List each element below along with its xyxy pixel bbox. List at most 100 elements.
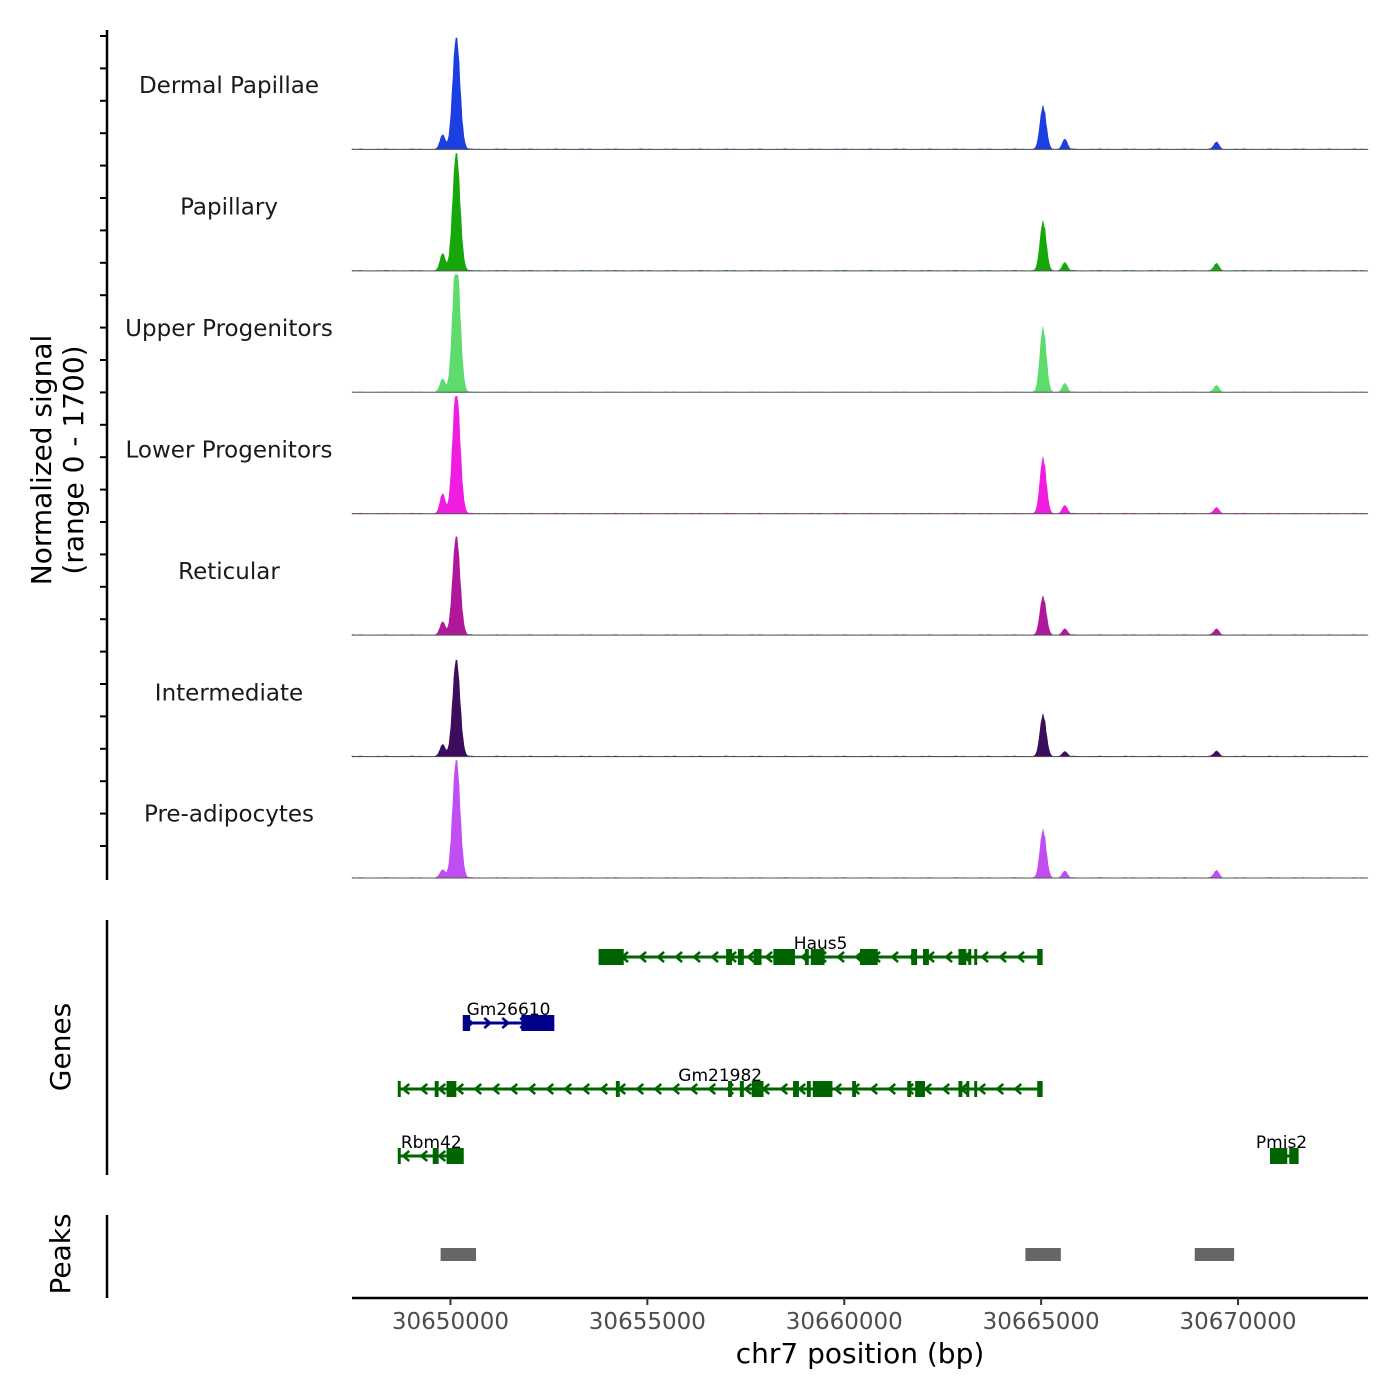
gene-track: Haus5 Gm26610 Gm21982 Rbm42 Pmis2	[397, 934, 1307, 1164]
track-label: Lower Progenitors	[126, 437, 333, 463]
gene-exon	[852, 1081, 857, 1097]
gene-exon	[600, 949, 624, 965]
strand-arrow	[869, 1083, 879, 1095]
strand-arrow	[998, 951, 1007, 963]
gene-exon	[753, 949, 762, 965]
strand-arrow	[491, 1083, 501, 1095]
gene-exon	[615, 1081, 620, 1097]
signal-y-axis-range: (range 0 - 1700)	[57, 345, 90, 574]
strand-arrow	[692, 951, 701, 963]
strand-arrow	[1013, 1083, 1023, 1095]
track-label: Pre-adipocytes	[144, 802, 314, 828]
coverage-track: Dermal Papillae	[139, 37, 1369, 150]
track-label: Papillary	[180, 195, 278, 221]
coverage-area	[351, 37, 1369, 150]
coverage-track: Papillary	[180, 153, 1369, 272]
signal-y-ticks	[100, 35, 107, 847]
strand-arrow	[483, 1017, 493, 1029]
strand-arrow	[473, 1083, 483, 1095]
gene-model: Pmis2	[1256, 1133, 1307, 1164]
x-tick-label: 30655000	[589, 1309, 706, 1335]
gene-exon	[907, 1081, 912, 1097]
gene-exon	[968, 949, 972, 965]
x-tick-label: 30650000	[392, 1309, 509, 1335]
gene-exon	[958, 949, 967, 965]
strand-arrow	[419, 1150, 429, 1162]
strand-arrow	[941, 1083, 951, 1095]
gene-exon	[793, 1081, 799, 1097]
strand-arrow	[674, 951, 683, 963]
strand-arrow	[833, 1083, 843, 1095]
strand-arrow	[656, 951, 665, 963]
peak-region	[1025, 1248, 1061, 1261]
gene-exon	[751, 1081, 764, 1097]
strand-arrow	[710, 951, 719, 963]
strand-arrow	[401, 1083, 411, 1095]
signal-y-axis-title: Normalized signal	[25, 335, 58, 586]
strand-arrow	[890, 951, 899, 963]
gene-exon	[974, 1081, 978, 1097]
strand-arrow	[638, 951, 647, 963]
gene-label: Rbm42	[401, 1133, 462, 1153]
coverage-track: Upper Progenitors	[125, 274, 1369, 393]
gene-model: Gm21982	[397, 1066, 1043, 1097]
gene-exon	[1037, 949, 1042, 965]
gene-exon	[728, 1081, 733, 1097]
strand-arrow	[599, 1083, 609, 1095]
strand-arrow	[437, 1150, 447, 1162]
coverage-track: Reticular	[178, 536, 1369, 636]
strand-arrow	[707, 1083, 717, 1095]
gene-exon	[739, 1081, 744, 1097]
gene-exon	[806, 1081, 811, 1097]
coverage-area	[351, 536, 1369, 636]
track-label: Intermediate	[155, 680, 303, 706]
gene-exon	[974, 949, 978, 965]
strand-arrow	[509, 1083, 519, 1095]
gene-exon	[726, 949, 733, 965]
strand-arrow	[743, 1083, 753, 1095]
gene-exon	[810, 949, 825, 965]
strand-arrow	[671, 1083, 681, 1095]
gene-label: Haus5	[794, 934, 848, 954]
gene-exon	[434, 1081, 439, 1097]
strand-arrow	[779, 1083, 789, 1095]
gene-exon	[958, 1081, 963, 1097]
gene-exon	[1289, 1148, 1298, 1164]
track-label: Dermal Papillae	[139, 73, 319, 99]
gene-exon	[911, 949, 918, 965]
strand-arrow	[746, 951, 755, 963]
gene-exon	[521, 1015, 553, 1031]
strand-arrow	[419, 1083, 429, 1095]
coverage-track: Intermediate	[155, 659, 1369, 758]
gene-exon	[1271, 1148, 1288, 1164]
gene-exon	[1037, 1081, 1042, 1097]
gene-exon	[915, 1081, 925, 1097]
peak-region	[1194, 1248, 1235, 1261]
coverage-track: Lower Progenitors	[126, 395, 1369, 515]
strand-arrow	[836, 951, 845, 963]
gene-exon	[446, 1081, 457, 1097]
gene-model: Gm26610	[462, 1000, 555, 1031]
strand-arrow	[977, 1083, 987, 1095]
x-tick-label: 30660000	[786, 1309, 903, 1335]
gene-exon	[773, 949, 796, 965]
strand-arrow	[887, 1083, 897, 1095]
coverage-tracks: Dermal Papillae Papillary Upper Progenitor…	[125, 37, 1369, 879]
coverage-area	[351, 274, 1369, 393]
strand-arrow	[764, 951, 773, 963]
gene-label: Gm26610	[467, 1000, 551, 1020]
track-label: Reticular	[178, 559, 280, 585]
genes-axis-title: Genes	[44, 1003, 77, 1091]
strand-arrow	[689, 1083, 699, 1095]
strand-arrow	[923, 1083, 933, 1095]
gene-exon	[446, 1148, 463, 1164]
coverage-track: Pre-adipocytes	[144, 760, 1369, 879]
strand-arrow	[635, 1083, 645, 1095]
gene-exon	[432, 1148, 439, 1164]
peak-region	[440, 1248, 477, 1261]
strand-arrow	[545, 1083, 555, 1095]
track-label: Upper Progenitors	[125, 316, 333, 342]
strand-arrow	[437, 1083, 447, 1095]
strand-arrow	[797, 1083, 807, 1095]
strand-arrow	[944, 951, 953, 963]
